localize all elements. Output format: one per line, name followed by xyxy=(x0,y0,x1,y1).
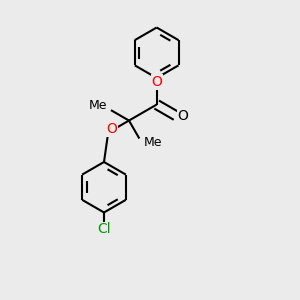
Text: Me: Me xyxy=(88,100,107,112)
Text: Me: Me xyxy=(144,136,162,149)
Text: O: O xyxy=(177,109,188,123)
Text: O: O xyxy=(106,122,117,136)
Text: O: O xyxy=(151,75,162,89)
Text: Cl: Cl xyxy=(97,222,111,236)
